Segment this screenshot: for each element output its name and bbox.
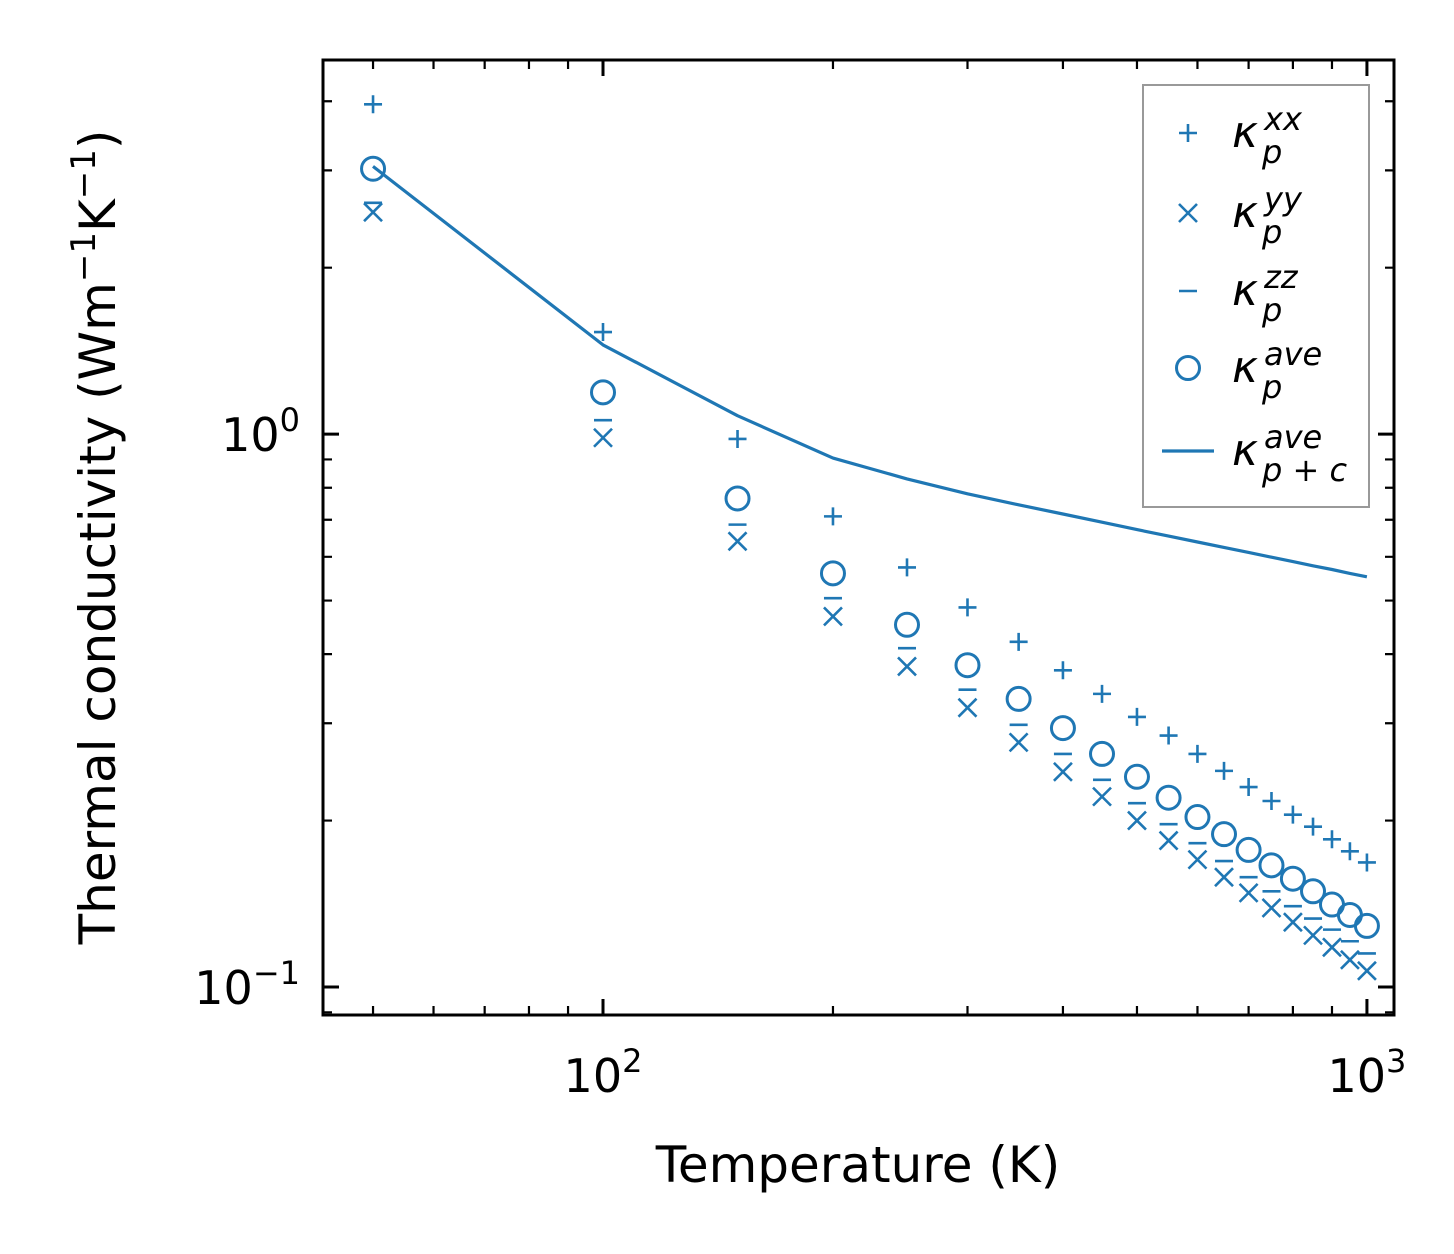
- legend-label-xx: κ xx p: [1232, 100, 1303, 171]
- data-point-ave: [590, 379, 617, 406]
- data-point-xx: [1215, 761, 1234, 780]
- legend-item-ave: κ ave p: [1175, 335, 1322, 406]
- x-tick-label: 103: [1327, 1042, 1406, 1103]
- data-point-ave: [1155, 784, 1182, 811]
- data-point-yy: [1261, 898, 1282, 918]
- data-point-ave: [819, 560, 846, 587]
- legend-marker-xx: [1179, 124, 1197, 142]
- data-point-xx: [1159, 726, 1178, 745]
- data-point-yy: [823, 606, 843, 627]
- data-point-xx: [1093, 684, 1112, 703]
- data-point-ave: [1336, 901, 1363, 928]
- data-point-ave: [1258, 852, 1285, 879]
- legend-item-xx: κ xx p: [1179, 100, 1303, 171]
- data-point-ave: [724, 485, 751, 512]
- y-axis-label: Thermal conductivity (Wm−1K−1): [64, 130, 127, 946]
- data-point-xx: [1053, 661, 1072, 680]
- data-point-ave: [1089, 740, 1116, 767]
- data-point-yy: [1322, 937, 1342, 958]
- data-point-ave: [360, 155, 387, 182]
- tick-labels: 102 103 10−1 100: [194, 401, 1406, 1103]
- series-zz: [364, 201, 1376, 955]
- data-point-yy: [1238, 882, 1259, 903]
- data-point-yy: [1127, 810, 1147, 831]
- legend: κ xx p κ yy p κ zz pκ ave p κ ave p + c: [1142, 84, 1370, 508]
- legend-label-ave: κ ave p: [1232, 335, 1322, 406]
- y-label-exp1: −1: [64, 232, 104, 282]
- data-point-yy: [957, 697, 978, 718]
- series-yy: [363, 202, 1377, 981]
- series-ave_pc: [372, 165, 1368, 579]
- data-point-ave: [1353, 912, 1380, 939]
- data-point-ave: [1184, 804, 1211, 831]
- data-point-xx: [1239, 778, 1258, 797]
- data-point-yy: [1158, 830, 1179, 851]
- data-point-xx: [1188, 744, 1207, 763]
- plot-area: [360, 95, 1380, 981]
- data-point-ave: [1211, 821, 1238, 848]
- series-line-ave_pc: [372, 165, 1368, 579]
- data-point-ave: [1123, 763, 1150, 790]
- data-point-yy: [1053, 761, 1073, 782]
- data-point-xx: [898, 558, 917, 577]
- data-point-yy: [593, 427, 613, 448]
- legend-item-zz: κ zz p: [1179, 258, 1299, 329]
- y-tick-label: 100: [221, 401, 300, 462]
- data-point-xx: [364, 95, 383, 114]
- data-point-yy: [1303, 925, 1323, 946]
- data-point-xx: [1283, 805, 1302, 824]
- series-ave: [360, 155, 1380, 939]
- data-point-ave: [1049, 715, 1076, 742]
- y-tick-label: 10−1: [194, 954, 300, 1015]
- data-point-xx: [594, 323, 613, 342]
- data-point-yy: [1357, 960, 1377, 981]
- data-point-xx: [1357, 853, 1376, 872]
- data-point-ave: [894, 611, 921, 638]
- data-point-yy: [1187, 849, 1208, 870]
- legend-marker-yy: [1178, 203, 1198, 223]
- legend-label-yy: κ yy p: [1232, 180, 1303, 251]
- data-point-ave: [1279, 865, 1306, 892]
- plot-frame: [321, 58, 1396, 1017]
- legend-label-ave_pc: κ ave p + c: [1232, 418, 1347, 489]
- y-label-mid: K: [69, 198, 127, 232]
- legend-item-yy: κ yy p: [1178, 180, 1303, 251]
- data-point-yy: [1282, 912, 1303, 933]
- data-point-ave: [954, 652, 981, 679]
- legend-marker-ave: [1175, 355, 1201, 381]
- series-xx: [364, 95, 1376, 872]
- data-point-xx: [1304, 817, 1323, 836]
- data-point-yy: [1214, 867, 1234, 888]
- data-point-yy: [1340, 949, 1360, 970]
- data-point-xx: [1262, 791, 1281, 810]
- legend-frame: [1142, 84, 1370, 508]
- data-point-ave: [1300, 878, 1327, 905]
- data-point-xx: [1322, 830, 1341, 849]
- data-point-xx: [958, 598, 977, 617]
- data-point-yy: [727, 531, 748, 552]
- data-point-ave: [1235, 836, 1262, 863]
- legend-label-zz: κ zz p: [1232, 258, 1299, 329]
- data-point-xx: [1009, 632, 1028, 651]
- data-point-xx: [823, 507, 842, 526]
- legend-item-ave_pc: κ ave p + c: [1162, 418, 1347, 489]
- x-tick-label: 102: [564, 1042, 643, 1103]
- data-point-yy: [363, 202, 383, 223]
- data-point-xx: [1127, 707, 1146, 726]
- data-point-yy: [1092, 786, 1112, 807]
- data-point-xx: [1340, 842, 1359, 861]
- data-point-yy: [897, 656, 917, 677]
- x-axis-label: Temperature (K): [655, 1136, 1060, 1194]
- data-point-ave: [1005, 685, 1032, 712]
- y-label-main: Thermal conductivity (Wm: [69, 282, 127, 945]
- y-label-exp2: −1: [64, 149, 104, 199]
- data-point-xx: [728, 429, 747, 448]
- y-label-end: ): [69, 130, 127, 150]
- data-point-yy: [1008, 732, 1029, 753]
